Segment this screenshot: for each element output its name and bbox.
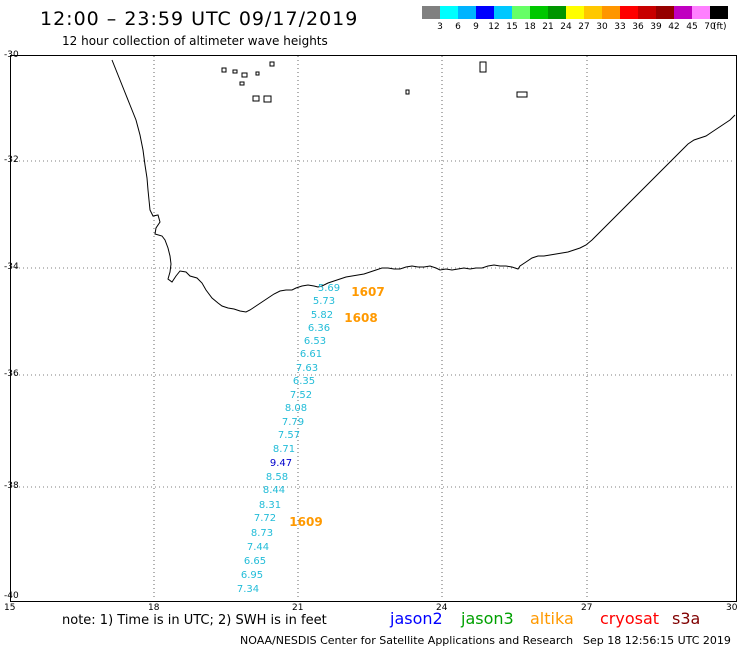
legend-unit: (ft) bbox=[713, 22, 727, 32]
map-subtitle: 12 hour collection of altimeter wave hei… bbox=[62, 34, 328, 48]
legend-label: 3 bbox=[437, 22, 443, 32]
lon-label: 21 bbox=[292, 603, 304, 613]
lon-label: 15 bbox=[4, 603, 16, 613]
legend-label: 9 bbox=[473, 22, 479, 32]
legend-label: 6 bbox=[455, 22, 461, 32]
legend-label: 42 bbox=[668, 22, 680, 32]
credit-line: NOAA/NESDIS Center for Satellite Applica… bbox=[240, 634, 574, 647]
legend-label: 36 bbox=[632, 22, 644, 32]
legend-label: 70 bbox=[704, 22, 716, 32]
satellite-jason2: jason2 bbox=[390, 609, 443, 628]
legend-swatch bbox=[440, 6, 458, 19]
lon-label: 18 bbox=[148, 603, 160, 613]
legend-label: 27 bbox=[578, 22, 590, 32]
lon-label: 27 bbox=[581, 603, 593, 613]
map-title: 12:00 – 23:59 UTC 09/17/2019 bbox=[40, 8, 359, 30]
legend-label: 21 bbox=[542, 22, 554, 32]
lat-label: -38 bbox=[4, 481, 19, 491]
legend-label: 24 bbox=[560, 22, 572, 32]
legend-label: 12 bbox=[488, 22, 500, 32]
legend-swatch bbox=[674, 6, 692, 19]
generation-timestamp: Sep 18 12:56:15 UTC 2019 bbox=[583, 634, 731, 647]
legend-swatch bbox=[584, 6, 602, 19]
lat-label: -34 bbox=[4, 262, 19, 272]
lon-label: 24 bbox=[436, 603, 448, 613]
legend-label: 33 bbox=[614, 22, 626, 32]
legend-swatch bbox=[548, 6, 566, 19]
satellite-jason3: jason3 bbox=[461, 609, 514, 628]
footer-note: note: 1) Time is in UTC; 2) SWH is in fe… bbox=[62, 613, 327, 628]
legend-swatch bbox=[620, 6, 638, 19]
legend-swatch bbox=[422, 6, 440, 19]
legend-swatch bbox=[458, 6, 476, 19]
legend-swatch bbox=[566, 6, 584, 19]
lat-label: -36 bbox=[4, 369, 19, 379]
satellite-cryosat: cryosat bbox=[600, 609, 660, 628]
legend-swatch bbox=[692, 6, 710, 19]
legend-label: 15 bbox=[506, 22, 518, 32]
map-frame bbox=[10, 55, 737, 602]
legend-label: 18 bbox=[524, 22, 536, 32]
legend-label: 45 bbox=[686, 22, 698, 32]
legend-swatch bbox=[494, 6, 512, 19]
legend-swatch bbox=[638, 6, 656, 19]
lat-label: -32 bbox=[4, 155, 19, 165]
legend-label: 30 bbox=[596, 22, 608, 32]
legend-label: 39 bbox=[650, 22, 662, 32]
satellite-s3a: s3a bbox=[672, 609, 701, 628]
lat-label: -40 bbox=[4, 591, 19, 601]
legend-swatch bbox=[710, 6, 728, 19]
satellite-altika: altika bbox=[530, 609, 574, 628]
legend-swatch bbox=[602, 6, 620, 19]
legend-swatch bbox=[476, 6, 494, 19]
lon-label: 30 bbox=[726, 603, 738, 613]
legend-swatch bbox=[512, 6, 530, 19]
legend-swatch bbox=[530, 6, 548, 19]
legend-swatch bbox=[656, 6, 674, 19]
